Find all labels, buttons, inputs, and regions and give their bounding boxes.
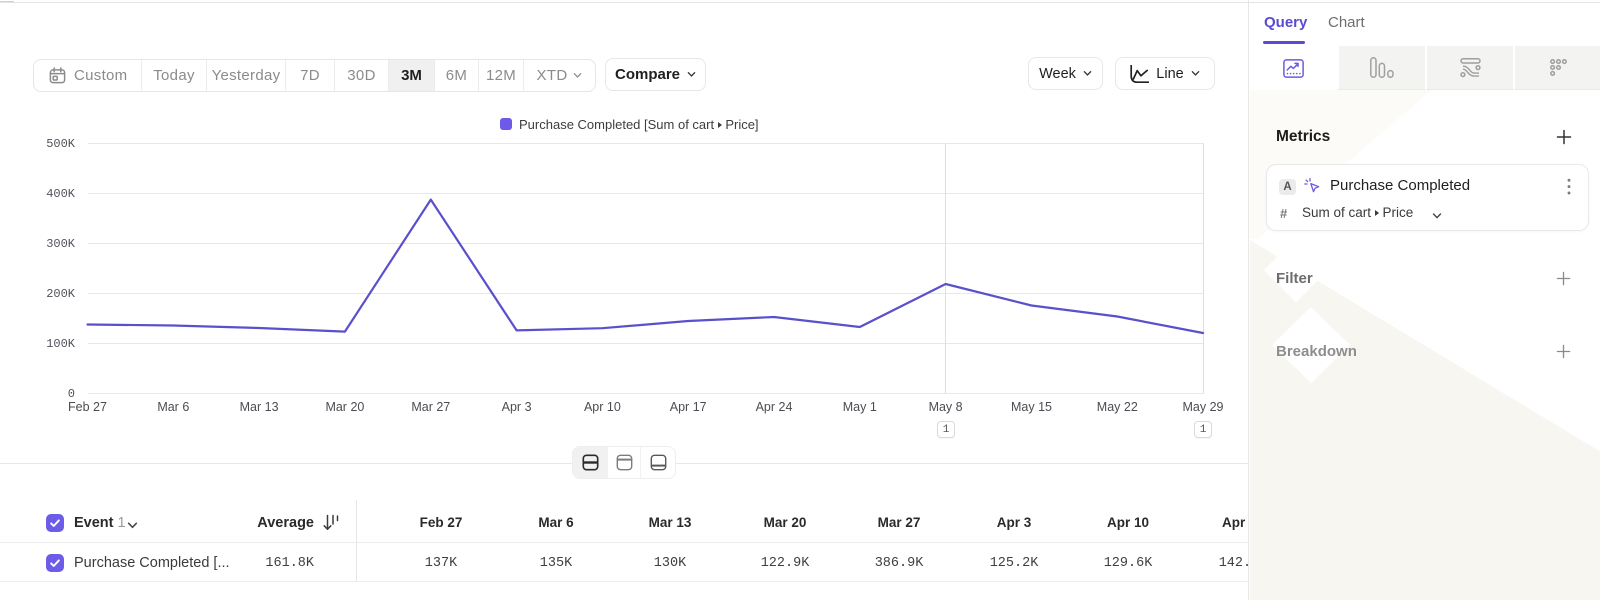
svg-text:Feb 27: Feb 27 (68, 400, 107, 414)
svg-text:500K: 500K (46, 137, 76, 151)
svg-text:May 15: May 15 (1011, 400, 1052, 414)
svg-text:May 22: May 22 (1097, 400, 1138, 414)
svg-text:May 1: May 1 (843, 400, 877, 414)
svg-text:Mar 20: Mar 20 (325, 400, 364, 414)
svg-text:100K: 100K (46, 337, 76, 351)
svg-text:Apr 3: Apr 3 (502, 400, 532, 414)
svg-text:200K: 200K (46, 287, 76, 301)
svg-text:Mar 27: Mar 27 (411, 400, 450, 414)
svg-text:May 29: May 29 (1183, 400, 1224, 414)
svg-text:Apr 17: Apr 17 (670, 400, 707, 414)
svg-text:Mar 6: Mar 6 (157, 400, 189, 414)
svg-text:Apr 10: Apr 10 (584, 400, 621, 414)
svg-text:May 8: May 8 (929, 400, 963, 414)
svg-text:0: 0 (68, 387, 75, 401)
svg-text:Apr 24: Apr 24 (756, 400, 793, 414)
svg-text:400K: 400K (46, 187, 76, 201)
svg-text:300K: 300K (46, 237, 76, 251)
svg-text:Mar 13: Mar 13 (240, 400, 279, 414)
